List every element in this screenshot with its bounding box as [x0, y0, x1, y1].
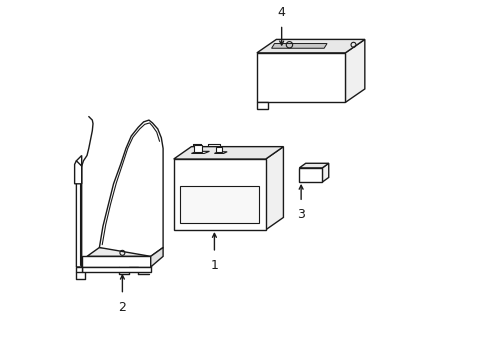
Polygon shape: [87, 248, 163, 256]
Polygon shape: [265, 147, 283, 230]
Polygon shape: [173, 147, 283, 159]
Text: 3: 3: [297, 208, 305, 221]
Text: 1: 1: [210, 259, 218, 272]
Polygon shape: [99, 120, 163, 256]
Polygon shape: [345, 39, 364, 102]
Polygon shape: [194, 145, 201, 152]
Polygon shape: [75, 161, 81, 184]
Polygon shape: [322, 163, 328, 182]
Polygon shape: [299, 168, 322, 182]
Polygon shape: [81, 256, 150, 267]
Polygon shape: [214, 152, 227, 153]
Polygon shape: [180, 186, 259, 224]
Text: 4: 4: [277, 6, 285, 19]
Polygon shape: [150, 248, 163, 267]
Polygon shape: [256, 53, 345, 102]
Polygon shape: [256, 102, 267, 109]
Polygon shape: [271, 44, 326, 48]
Text: 2: 2: [118, 301, 126, 314]
Polygon shape: [256, 39, 364, 53]
Polygon shape: [81, 267, 150, 272]
Polygon shape: [173, 159, 265, 230]
Polygon shape: [299, 163, 328, 168]
Polygon shape: [216, 147, 222, 152]
Polygon shape: [191, 151, 209, 153]
Polygon shape: [76, 156, 81, 267]
Polygon shape: [76, 267, 81, 272]
